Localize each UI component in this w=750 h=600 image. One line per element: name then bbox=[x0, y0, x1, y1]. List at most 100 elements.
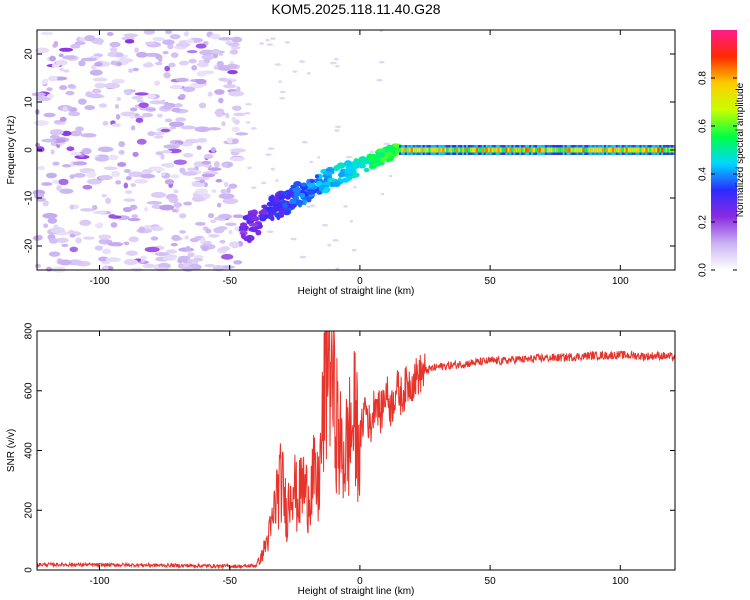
signal-band-core bbox=[544, 147, 548, 153]
noise-blob bbox=[131, 214, 139, 219]
signal-blob bbox=[290, 204, 295, 210]
noise-blob bbox=[105, 197, 112, 204]
noise-blob bbox=[94, 245, 103, 251]
signal-blob bbox=[248, 222, 259, 227]
noise-blob bbox=[158, 56, 163, 63]
signal-blob bbox=[282, 202, 288, 209]
signal-blob bbox=[333, 164, 341, 172]
noise-blob bbox=[220, 188, 228, 194]
noise-blob bbox=[78, 98, 87, 105]
noise-blob bbox=[55, 59, 68, 66]
noise-blob bbox=[56, 185, 62, 191]
signal-blob bbox=[276, 194, 286, 200]
noise-blob bbox=[299, 60, 306, 63]
noise-blob bbox=[215, 113, 224, 118]
noise-blob bbox=[207, 167, 222, 171]
signal-blob bbox=[394, 148, 400, 154]
signal-band-core bbox=[653, 147, 656, 153]
noise-blob bbox=[74, 41, 86, 46]
noise-blob bbox=[170, 174, 180, 179]
signal-blob bbox=[306, 182, 315, 188]
noise-blob bbox=[334, 57, 339, 61]
noise-blob bbox=[129, 204, 138, 210]
noise-blob bbox=[102, 121, 109, 126]
noise-blob bbox=[210, 147, 216, 153]
signal-band-core bbox=[649, 147, 652, 153]
noise-blob bbox=[86, 171, 97, 178]
noise-blob bbox=[160, 153, 165, 160]
noise-blob bbox=[107, 154, 119, 161]
signal-blob bbox=[377, 160, 382, 167]
noise-blob bbox=[43, 112, 56, 118]
noise-blob bbox=[42, 200, 49, 207]
noise-blob bbox=[59, 188, 74, 194]
signal-band-core bbox=[588, 147, 591, 153]
noise-blob bbox=[343, 205, 348, 208]
noise-blob bbox=[204, 263, 216, 268]
noise-blob bbox=[41, 138, 57, 143]
noise-blob bbox=[150, 191, 167, 198]
noise-blob bbox=[225, 222, 237, 227]
noise-blob bbox=[274, 63, 282, 66]
signal-band-core bbox=[619, 147, 623, 153]
x-tick-label: 0 bbox=[357, 576, 363, 587]
signal-band-core bbox=[582, 147, 585, 153]
signal-blob bbox=[278, 209, 286, 216]
noise-blob bbox=[59, 116, 67, 122]
noise-blob bbox=[101, 261, 111, 265]
noise-blob bbox=[213, 161, 220, 168]
signal-band-core bbox=[629, 147, 633, 153]
noise-blob bbox=[178, 60, 190, 66]
noise-blob bbox=[105, 257, 121, 263]
noise-blob bbox=[179, 167, 186, 174]
noise-blob bbox=[95, 156, 109, 162]
signal-band-core bbox=[531, 147, 534, 153]
noise-blob bbox=[88, 93, 103, 99]
noise-blob bbox=[105, 239, 113, 244]
noise-blob bbox=[201, 245, 209, 252]
spectrogram-cells bbox=[31, 29, 676, 273]
noise-blob bbox=[203, 182, 208, 188]
signal-blob bbox=[276, 202, 282, 209]
signal-band-core bbox=[438, 147, 441, 153]
signal-band-core bbox=[479, 147, 483, 153]
signal-band-core bbox=[535, 147, 538, 153]
signal-blob bbox=[268, 195, 275, 202]
signal-band-core bbox=[491, 147, 495, 153]
noise-blob bbox=[229, 60, 235, 65]
noise-blob bbox=[205, 228, 212, 234]
noise-blob bbox=[117, 58, 134, 63]
noise-blob bbox=[181, 171, 198, 176]
noise-blob bbox=[216, 60, 224, 67]
noise-blob bbox=[84, 34, 96, 42]
noise-blob bbox=[233, 112, 246, 117]
signal-band-core bbox=[398, 147, 402, 153]
noise-blob bbox=[198, 102, 207, 109]
signal-band-core bbox=[570, 147, 574, 153]
y-tick-label: 400 bbox=[24, 442, 35, 459]
noise-blob bbox=[175, 143, 181, 148]
noise-blob bbox=[174, 103, 183, 108]
signal-band-core bbox=[590, 147, 593, 153]
noise-blob bbox=[208, 234, 220, 238]
signal-band-core bbox=[554, 147, 558, 153]
noise-blob bbox=[98, 103, 108, 108]
noise-blob bbox=[194, 126, 211, 133]
signal-blob bbox=[260, 208, 268, 215]
noise-blob bbox=[131, 95, 144, 100]
noise-blob bbox=[212, 52, 219, 59]
noise-blob bbox=[134, 179, 149, 184]
signal-band-core bbox=[456, 147, 459, 153]
noise-blob bbox=[186, 50, 198, 54]
signal-band-core bbox=[637, 147, 641, 153]
signal-band-core bbox=[635, 147, 639, 153]
noise-blob bbox=[97, 39, 104, 45]
noise-blob bbox=[167, 43, 174, 50]
signal-band-core bbox=[527, 147, 530, 153]
noise-blob bbox=[67, 84, 76, 89]
noise-blob bbox=[301, 140, 308, 144]
noise-blob bbox=[45, 172, 57, 179]
spectrogram-x-axis-label: Height of straight line (km) bbox=[298, 286, 415, 297]
noise-blob bbox=[378, 60, 385, 64]
noise-blob bbox=[332, 239, 339, 242]
